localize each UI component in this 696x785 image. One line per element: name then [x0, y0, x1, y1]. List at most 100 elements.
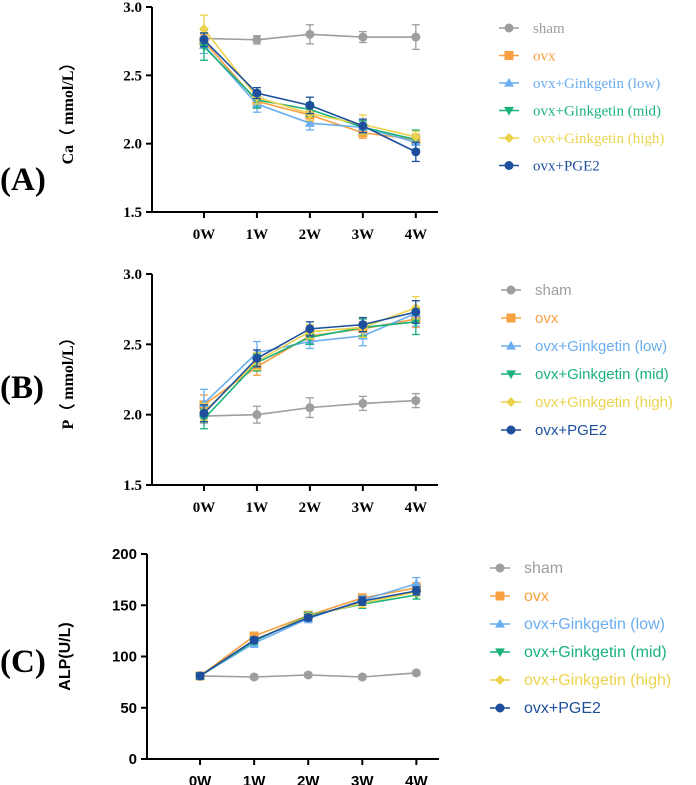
data-point — [252, 410, 262, 420]
data-point — [305, 324, 315, 334]
legend-marker — [495, 648, 505, 658]
data-point — [249, 635, 259, 645]
data-point — [410, 131, 421, 142]
legend-marker — [504, 51, 514, 60]
data-point — [304, 117, 315, 127]
y-tick-label: 1.5 — [123, 205, 142, 221]
data-point — [411, 586, 421, 596]
legend-marker — [495, 703, 505, 713]
series-pge2 — [195, 586, 421, 681]
legend-label: ovx+Ginkgetin (mid) — [535, 366, 669, 383]
series-mid — [195, 590, 422, 682]
panel-label: (A) — [0, 162, 46, 198]
data-point — [411, 147, 421, 157]
series-pge2 — [199, 32, 421, 163]
data-point — [305, 403, 315, 413]
legend-label: sham — [533, 21, 565, 37]
data-point — [358, 32, 368, 42]
legend-label: ovx — [535, 310, 559, 327]
data-point — [199, 35, 209, 45]
y-tick-label: 2.5 — [123, 68, 142, 84]
y-tick-label: 1.5 — [123, 478, 142, 494]
legend-label: ovx+Ginkgetin (high) — [524, 672, 671, 689]
y-tick-label: 2.5 — [123, 337, 142, 353]
data-point — [411, 578, 422, 588]
x-tick-label: 2W — [297, 773, 320, 785]
y-tick-label: 100 — [112, 649, 137, 666]
data-point — [252, 88, 262, 98]
legend: sham ovx ovx+Ginkgetin (low) ovx+Ginkgetin … — [501, 282, 673, 439]
x-tick-label: 4W — [405, 227, 428, 243]
x-tick-label: 3W — [351, 773, 374, 785]
legend: sham ovx ovx+Ginkgetin (low) ovx+Ginkgetin … — [499, 21, 664, 175]
y-tick-label: 150 — [112, 597, 137, 614]
data-point — [411, 307, 421, 317]
chart-panel-2: (B) 1.5 2.0 2.5 3.0 0W 1W 2W 3W 4W P（ mmol/L） sham o… — [0, 267, 673, 516]
legend-marker — [495, 591, 505, 601]
data-point — [357, 672, 367, 682]
series-line — [199, 590, 417, 677]
y-axis-label: Ca（ mmol/L） — [59, 55, 77, 165]
y-tick-label: 200 — [112, 546, 137, 563]
series-pge2 — [199, 300, 421, 423]
series-high — [195, 586, 422, 681]
y-tick-label: 2.0 — [123, 408, 142, 424]
chart-panel-1: (A) 1.5 2.0 2.5 3.0 0W 1W 2W 3W 4W Ca（ mmol/L） sham… — [0, 0, 664, 243]
data-point — [199, 43, 209, 52]
data-point — [411, 32, 421, 42]
data-point — [199, 23, 209, 34]
legend-marker — [504, 23, 514, 33]
data-point — [358, 121, 368, 131]
legend-label: ovx+Ginkgetin (high) — [535, 394, 673, 411]
legend-marker — [495, 618, 505, 628]
data-point — [411, 668, 421, 678]
legend-marker — [504, 106, 514, 116]
legend-marker — [506, 285, 516, 295]
x-tick-label: 3W — [352, 500, 375, 516]
panel-label: (B) — [0, 370, 44, 406]
x-tick-label: 0W — [193, 500, 216, 516]
y-axis-label: P（ mmol/L） — [59, 330, 77, 430]
legend-label: ovx+PGE2 — [524, 700, 601, 717]
legend-label: ovx+Ginkgetin (mid) — [524, 644, 667, 661]
legend-marker — [506, 370, 516, 380]
legend: sham ovx ovx+Ginkgetin (low) ovx+Ginkgetin … — [490, 560, 671, 717]
x-tick-label: 0W — [189, 773, 212, 785]
x-tick-label: 4W — [405, 773, 428, 785]
panel-label: (C) — [0, 644, 46, 680]
x-tick-label: 1W — [243, 773, 266, 785]
legend-label: sham — [524, 560, 563, 577]
x-tick-label: 3W — [352, 227, 375, 243]
series-sham — [199, 392, 421, 424]
chart-panel-3: (C) 0 50 100 150 200 0W 1W 2W 3W 4W ALP(U/L) sham ovx… — [0, 546, 671, 785]
legend-marker — [506, 340, 516, 350]
legend-label: ovx+Ginkgetin (high) — [533, 131, 664, 147]
data-point — [249, 672, 259, 682]
legend-label: ovx+PGE2 — [533, 159, 600, 175]
legend-label: ovx+Ginkgetin (low) — [533, 76, 660, 92]
data-point — [252, 35, 262, 45]
data-point — [358, 320, 368, 330]
y-tick-label: 0 — [129, 751, 137, 768]
data-point — [305, 100, 315, 110]
legend-marker — [506, 313, 516, 323]
series-line — [199, 591, 417, 677]
x-tick-label: 2W — [299, 227, 322, 243]
x-tick-label: 1W — [246, 227, 269, 243]
y-tick-label: 3.0 — [123, 267, 142, 283]
series-sham — [195, 668, 421, 682]
data-point — [303, 613, 313, 623]
data-point — [303, 670, 313, 680]
legend-marker — [504, 161, 514, 170]
data-point — [199, 408, 209, 418]
series-low — [195, 576, 422, 680]
data-point — [305, 29, 315, 39]
data-point — [357, 596, 367, 606]
legend-label: ovx+Ginkgetin (low) — [535, 338, 667, 355]
legend-marker — [506, 397, 516, 407]
legend-marker — [504, 133, 514, 143]
legend-label: ovx+Ginkgetin (low) — [524, 616, 665, 633]
legend-marker — [506, 425, 516, 435]
y-tick-label: 3.0 — [123, 0, 142, 16]
